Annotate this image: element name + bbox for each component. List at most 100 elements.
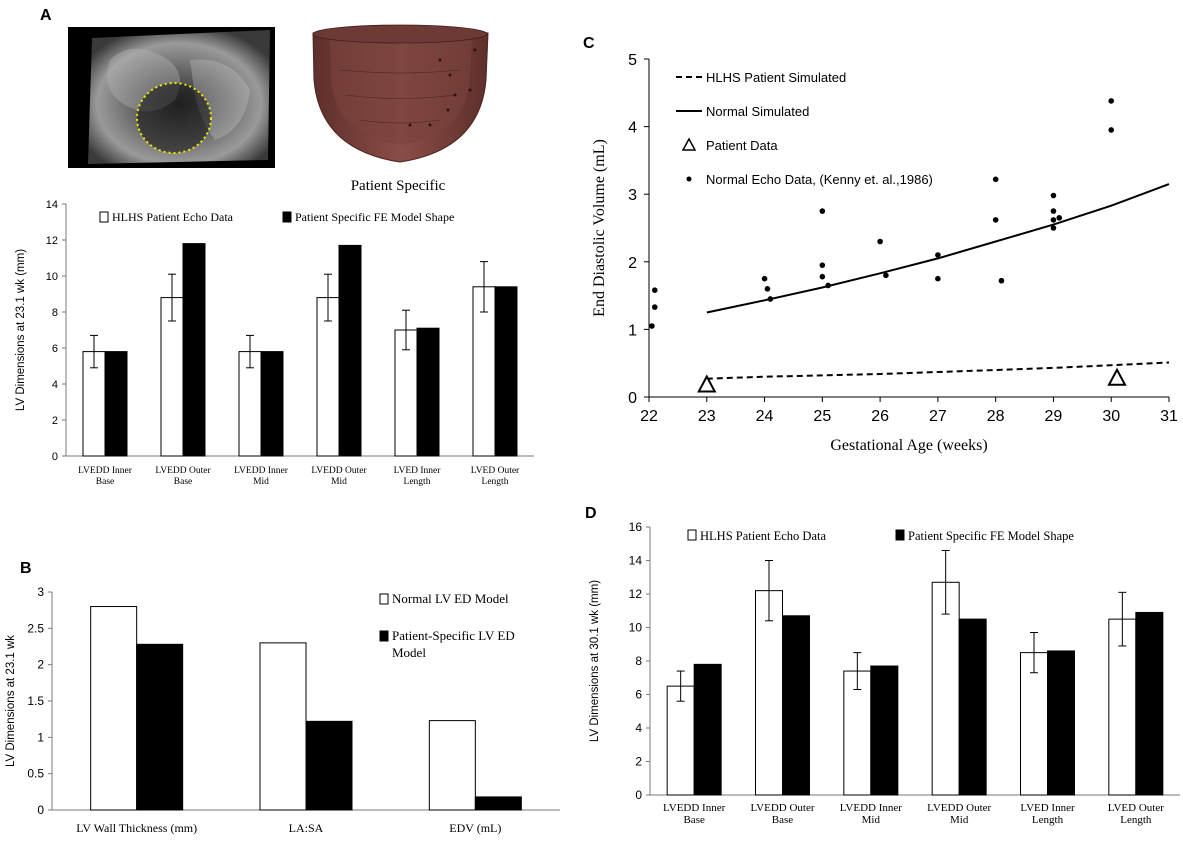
bar-filled [305,720,353,811]
echo-data-point [992,176,999,183]
echo-data-point [819,208,826,214]
x-tick-label: 26 [871,408,889,425]
y-tick-label: 2 [37,658,44,672]
legend-swatch-dot [686,176,692,182]
echo-data-point [651,304,658,310]
x-category-label: Base [96,477,114,487]
x-category-label: LVED Inner [394,466,442,476]
echo-data-point [1050,225,1057,231]
y-tick-label: 1.5 [27,694,44,708]
bar-filled [1135,611,1164,796]
echo-data-point [651,287,658,293]
panel-letter-d: D [585,505,597,522]
x-category-label: Base [772,814,794,826]
bar-open [428,720,476,811]
y-tick-label: 0 [628,390,637,407]
panel-letter-b: B [20,560,32,577]
y-tick-label: 6 [635,688,642,702]
x-category-label: LV Wall Thickness (mm) [76,821,197,835]
x-category-label: Base [174,477,192,487]
y-tick-label: 10 [629,621,643,635]
bar-filled [260,351,284,457]
panel-letter-a: A [40,7,52,24]
y-tick-label: 12 [629,587,643,601]
bar-filled [338,244,362,457]
y-tick-label: 12 [46,235,58,247]
bar-open [666,685,695,796]
legend-label: HLHS Patient Echo Data [700,529,826,543]
x-category-label: Length [1032,814,1064,826]
bar-filled [782,615,810,796]
echo-data-point [992,217,999,223]
series-normal-simulated [706,183,1170,314]
y-tick-label: 14 [46,199,58,211]
x-tick-label: 29 [1045,408,1063,425]
echo-data-point [767,296,774,302]
legend-label: HLHS Patient Echo Data [112,210,234,224]
legend-label: Patient Specific FE Model Shape [295,210,454,224]
y-tick-label: 2 [52,415,58,427]
legend-label: HLHS Patient Simulated [706,70,846,85]
bar-open [259,642,307,811]
bar-filled [474,796,522,811]
legend-label: Normal LV ED Model [392,591,509,606]
x-tick-label: 30 [1102,408,1120,425]
echo-data-point [877,238,883,245]
bar-filled [416,327,440,457]
x-category-label: LA:SA [289,821,324,835]
bar-filled [1047,650,1075,796]
y-tick-label: 3 [628,187,637,204]
echo-data-point [825,282,831,289]
x-category-label: Mid [331,477,347,487]
x-tick-label: 27 [929,408,947,425]
x-category-label: LVEDD Outer [750,802,814,814]
echo-data-point [998,277,1005,284]
x-category-label: LVED Outer [1108,802,1164,814]
y-tick-label: 0 [37,803,44,817]
fe-model-image [312,24,489,163]
legend-swatch-filled [282,211,292,223]
bar-open [931,581,960,796]
legend-swatch-open [687,529,697,541]
bar-open [90,606,138,811]
x-category-label: LVEDD Inner [234,466,289,476]
y-tick-label: 0 [635,788,642,802]
echo-data-point [1108,127,1115,133]
x-tick-label: 28 [987,408,1005,425]
echo-data-point [935,275,941,282]
bar-filled [136,643,184,811]
legend-swatch-triangle [681,137,697,151]
y-axis-label: LV Dimensions at 30.1 wk (mm) [589,580,601,742]
x-category-label: LVEDD Outer [927,802,991,814]
x-category-label: LVEDD Inner [840,802,903,814]
legend-swatch-open [379,593,389,605]
y-tick-label: 0 [52,451,58,463]
bar-filled [104,351,128,457]
legend-label: Normal Echo Data, (Kenny et. al.,1986) [706,172,933,187]
echo-data-point [1050,217,1057,223]
legend-label: Patient Specific FE Model Shape [908,529,1074,543]
chart-b: 0 0.5 1 1.5 2 2.5 3 LV Wall Thickness (mm) LA:SA… [5,585,560,835]
ellipse-outline [136,82,212,154]
legend-label: Patient Data [706,138,778,153]
echo-data-point [1108,98,1115,104]
y-tick-label: 5 [628,52,637,69]
y-tick-label: 4 [628,120,637,137]
bar-filled [693,663,722,796]
legend-label: Normal Simulated [706,104,809,119]
x-category-label: Mid [950,814,969,826]
y-tick-label: 6 [52,343,58,355]
y-tick-label: 14 [629,554,643,568]
y-tick-label: 1 [628,322,637,339]
echo-data-point [935,252,941,258]
echo-data-point [819,262,826,268]
x-tick-label: 31 [1160,408,1178,425]
patient-data-point [697,374,717,393]
ultrasound-image [68,27,275,168]
x-category-label: Mid [253,477,269,487]
y-tick-label: 16 [629,520,643,534]
x-category-label: LVED Outer [471,466,520,476]
